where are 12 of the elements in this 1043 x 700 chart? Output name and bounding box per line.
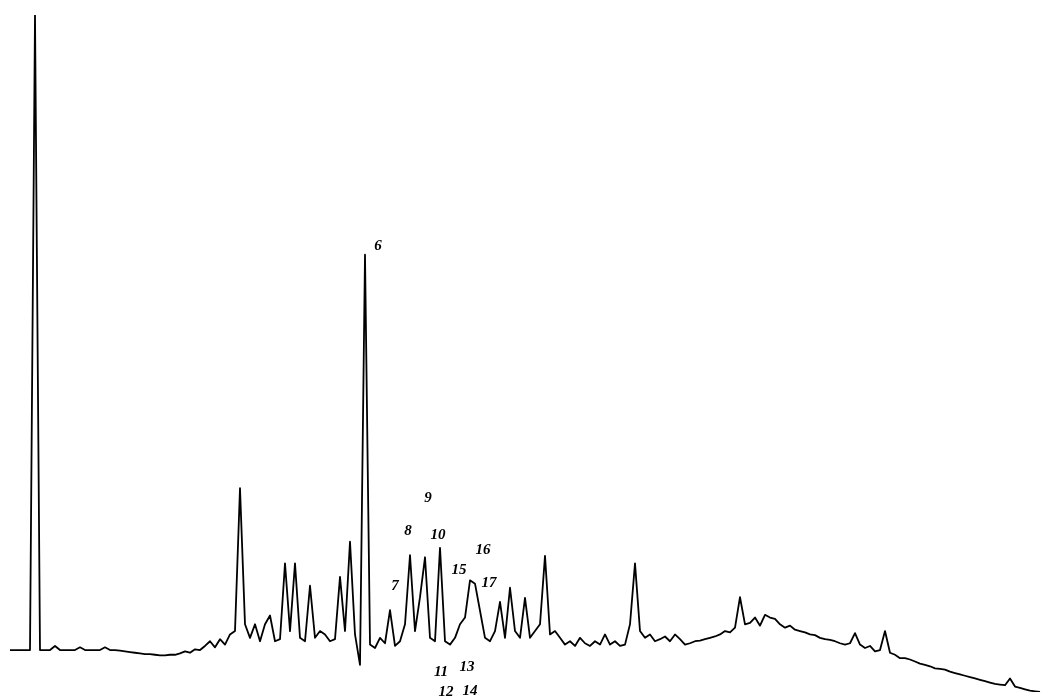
annotation: 6 — [374, 236, 382, 254]
annotation: 10 — [430, 525, 446, 543]
annotation: 12 — [438, 682, 454, 700]
annotation: 16 — [475, 540, 491, 558]
annotation: 15 — [451, 560, 467, 578]
annotation: 13 — [459, 657, 475, 675]
annotation: 9 — [424, 488, 432, 506]
annotation: 14 — [462, 681, 478, 699]
annotation: 17 — [481, 573, 497, 591]
annotation: 8 — [404, 521, 412, 539]
annotation: 7 — [391, 576, 399, 594]
annotation: 11 — [433, 662, 449, 680]
